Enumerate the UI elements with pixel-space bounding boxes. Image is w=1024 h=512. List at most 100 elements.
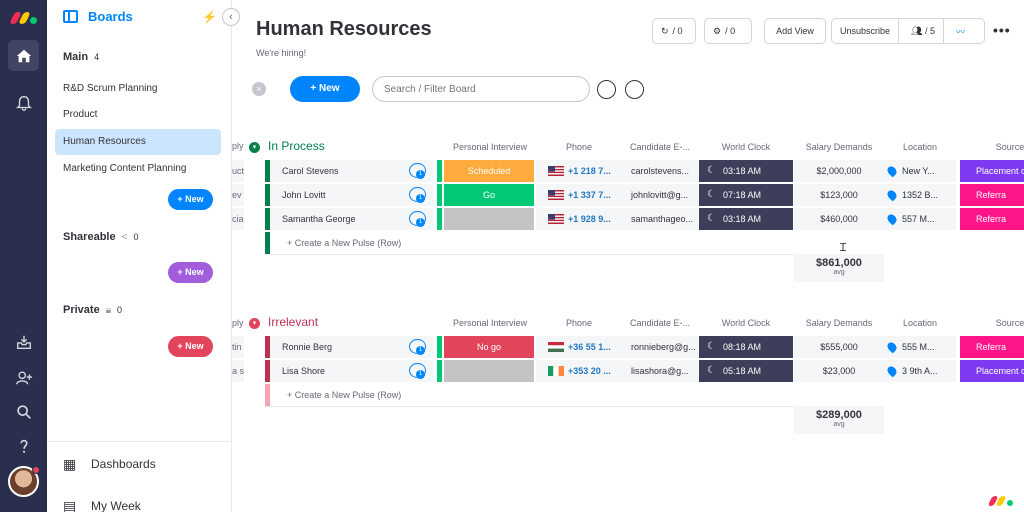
table-row[interactable]: uct Carol Stevens 1 Scheduled +1 218 7... car… bbox=[232, 160, 1024, 182]
shareable-section-title[interactable]: Shareable < 0 bbox=[63, 231, 138, 243]
more-options-icon[interactable]: ••• bbox=[993, 22, 1011, 38]
email-cell[interactable]: samanthageo... bbox=[622, 208, 698, 230]
location-cell[interactable]: New Y... bbox=[884, 160, 956, 182]
dashboards-link[interactable]: ▦ Dashboards bbox=[63, 456, 156, 472]
new-item-button[interactable]: + New bbox=[290, 76, 360, 102]
group-title-irrelevant[interactable]: Irrelevant bbox=[268, 315, 319, 329]
column-header-location[interactable]: Location bbox=[902, 318, 938, 328]
members-button[interactable]: 👥︎ / 5 bbox=[903, 19, 944, 43]
location-cell[interactable]: 1352 B... bbox=[884, 184, 956, 206]
email-cell[interactable]: ronnieberg@g... bbox=[622, 336, 698, 358]
new-main-board-button[interactable]: + New bbox=[168, 189, 213, 210]
invite-members-icon[interactable] bbox=[8, 362, 39, 393]
inbox-icon[interactable] bbox=[8, 326, 39, 357]
activity-button[interactable]: ↻ / 0 bbox=[652, 18, 696, 44]
salary-cell[interactable]: $460,000 bbox=[794, 208, 884, 230]
interview-status-cell[interactable] bbox=[444, 360, 534, 382]
clear-icon[interactable]: × bbox=[252, 82, 266, 96]
email-cell[interactable]: carolstevens... bbox=[622, 160, 698, 182]
source-cell[interactable]: Placement c bbox=[960, 160, 1024, 182]
new-private-board-button[interactable]: + New bbox=[168, 336, 213, 357]
column-header-world-clock[interactable]: World Clock bbox=[721, 318, 771, 328]
sidebar-item-product[interactable]: Product bbox=[63, 109, 98, 120]
column-header-source[interactable]: Source bbox=[995, 142, 1024, 152]
private-section-title[interactable]: Private 🔒︎ 0 bbox=[63, 304, 122, 316]
table-row[interactable]: a s Lisa Shore 1 +353 20 ... lisashora@g... ☾… bbox=[232, 360, 1024, 382]
search-icon[interactable] bbox=[8, 396, 39, 427]
column-header-phone[interactable]: Phone bbox=[565, 142, 593, 152]
source-cell[interactable]: Referra bbox=[960, 184, 1024, 206]
salary-cell[interactable]: $2,000,000 bbox=[794, 160, 884, 182]
table-row[interactable]: ev John Lovitt 1 Go +1 337 7... johnlovitt@g.… bbox=[232, 184, 1024, 206]
person-filter-icon[interactable] bbox=[625, 80, 644, 99]
column-header-salary[interactable]: Salary Demands bbox=[805, 142, 873, 152]
search-filter-input[interactable] bbox=[372, 76, 590, 102]
email-cell[interactable]: lisashora@g... bbox=[622, 360, 698, 382]
group-collapse-icon[interactable]: ▾ bbox=[249, 318, 260, 329]
world-clock-cell[interactable]: ☾ 08:18 AM bbox=[699, 336, 793, 358]
column-header-email[interactable]: Candidate E-... bbox=[629, 318, 691, 328]
sidebar-item-rd-scrum[interactable]: R&D Scrum Planning bbox=[63, 83, 158, 94]
add-view-button[interactable]: Add View bbox=[764, 18, 826, 44]
salary-cell[interactable]: $555,000 bbox=[794, 336, 884, 358]
column-header-salary[interactable]: Salary Demands bbox=[805, 318, 873, 328]
source-cell[interactable]: Placement c bbox=[960, 360, 1024, 382]
phone-cell[interactable]: +1 218 7... bbox=[536, 160, 622, 182]
interview-status-cell[interactable]: Scheduled bbox=[444, 160, 534, 182]
column-header-interview[interactable]: Personal Interview bbox=[452, 142, 528, 152]
boards-header[interactable]: Boards bbox=[63, 9, 133, 24]
board-title[interactable]: Human Resources bbox=[256, 18, 432, 40]
monday-logo[interactable] bbox=[9, 6, 38, 24]
board-description[interactable]: We're hiring! bbox=[256, 48, 307, 58]
group-collapse-icon[interactable]: ▾ bbox=[249, 142, 260, 153]
bell-icon[interactable] bbox=[8, 87, 39, 118]
phone-cell[interactable]: +353 20 ... bbox=[536, 360, 622, 382]
location-cell[interactable]: 555 M... bbox=[884, 336, 956, 358]
unsubscribe-button[interactable]: Unsubscribe bbox=[832, 19, 900, 43]
sidebar-item-marketing[interactable]: Marketing Content Planning bbox=[63, 163, 187, 174]
phone-cell[interactable]: +1 928 9... bbox=[536, 208, 622, 230]
phone-cell[interactable]: +36 55 1... bbox=[536, 336, 622, 358]
item-name-cell[interactable]: Lisa Shore bbox=[270, 360, 434, 382]
create-new-row-input[interactable]: + Create a New Pulse (Row) bbox=[287, 238, 402, 248]
item-name-cell[interactable]: Samantha George bbox=[270, 208, 434, 230]
item-name-cell[interactable]: John Lovitt bbox=[270, 184, 434, 206]
source-cell[interactable]: Referra bbox=[960, 208, 1024, 230]
email-cell[interactable]: johnlovitt@g... bbox=[622, 184, 698, 206]
main-section-title[interactable]: Main 4 bbox=[63, 51, 99, 63]
column-header-interview[interactable]: Personal Interview bbox=[452, 318, 528, 328]
my-week-link[interactable]: ▤ My Week bbox=[63, 498, 141, 512]
pulse-activity-icon[interactable]: 〰 bbox=[956, 26, 966, 37]
interview-status-cell[interactable]: Go bbox=[444, 184, 534, 206]
integrations-button[interactable]: ⚙ / 0 bbox=[704, 18, 752, 44]
column-header-email[interactable]: Candidate E-... bbox=[629, 142, 691, 152]
world-clock-cell[interactable]: ☾ 03:18 AM bbox=[699, 160, 793, 182]
collapse-sidebar-button[interactable]: ‹ bbox=[222, 8, 240, 26]
help-icon[interactable] bbox=[8, 430, 39, 461]
column-header-source[interactable]: Source bbox=[995, 318, 1024, 328]
sidebar-item-human-resources[interactable]: Human Resources bbox=[55, 129, 221, 155]
salary-cell[interactable]: $123,000 bbox=[794, 184, 884, 206]
location-cell[interactable]: 557 M... bbox=[884, 208, 956, 230]
interview-status-cell[interactable] bbox=[444, 208, 534, 230]
location-cell[interactable]: 3 9th A... bbox=[884, 360, 956, 382]
source-cell[interactable]: Referra bbox=[960, 336, 1024, 358]
salary-cell[interactable]: $23,000 bbox=[794, 360, 884, 382]
world-clock-cell[interactable]: ☾ 07:18 AM bbox=[699, 184, 793, 206]
column-header-world-clock[interactable]: World Clock bbox=[721, 142, 771, 152]
lightning-icon[interactable]: ⚡ bbox=[202, 10, 217, 24]
world-clock-cell[interactable]: ☾ 05:18 AM bbox=[699, 360, 793, 382]
column-header-phone[interactable]: Phone bbox=[565, 318, 593, 328]
phone-cell[interactable]: +1 337 7... bbox=[536, 184, 622, 206]
new-shareable-board-button[interactable]: + New bbox=[168, 262, 213, 283]
home-icon[interactable] bbox=[8, 40, 39, 71]
table-row[interactable]: tin Ronnie Berg 1 No go +36 55 1... ronnieber… bbox=[232, 336, 1024, 358]
create-new-row-input[interactable]: + Create a New Pulse (Row) bbox=[287, 390, 402, 400]
item-name-cell[interactable]: Ronnie Berg bbox=[270, 336, 434, 358]
group-title-in-process[interactable]: In Process bbox=[268, 139, 325, 153]
item-name-cell[interactable]: Carol Stevens bbox=[270, 160, 434, 182]
world-clock-cell[interactable]: ☾ 03:18 AM bbox=[699, 208, 793, 230]
filter-icon[interactable] bbox=[597, 80, 616, 99]
interview-status-cell[interactable]: No go bbox=[444, 336, 534, 358]
column-header-location[interactable]: Location bbox=[902, 142, 938, 152]
